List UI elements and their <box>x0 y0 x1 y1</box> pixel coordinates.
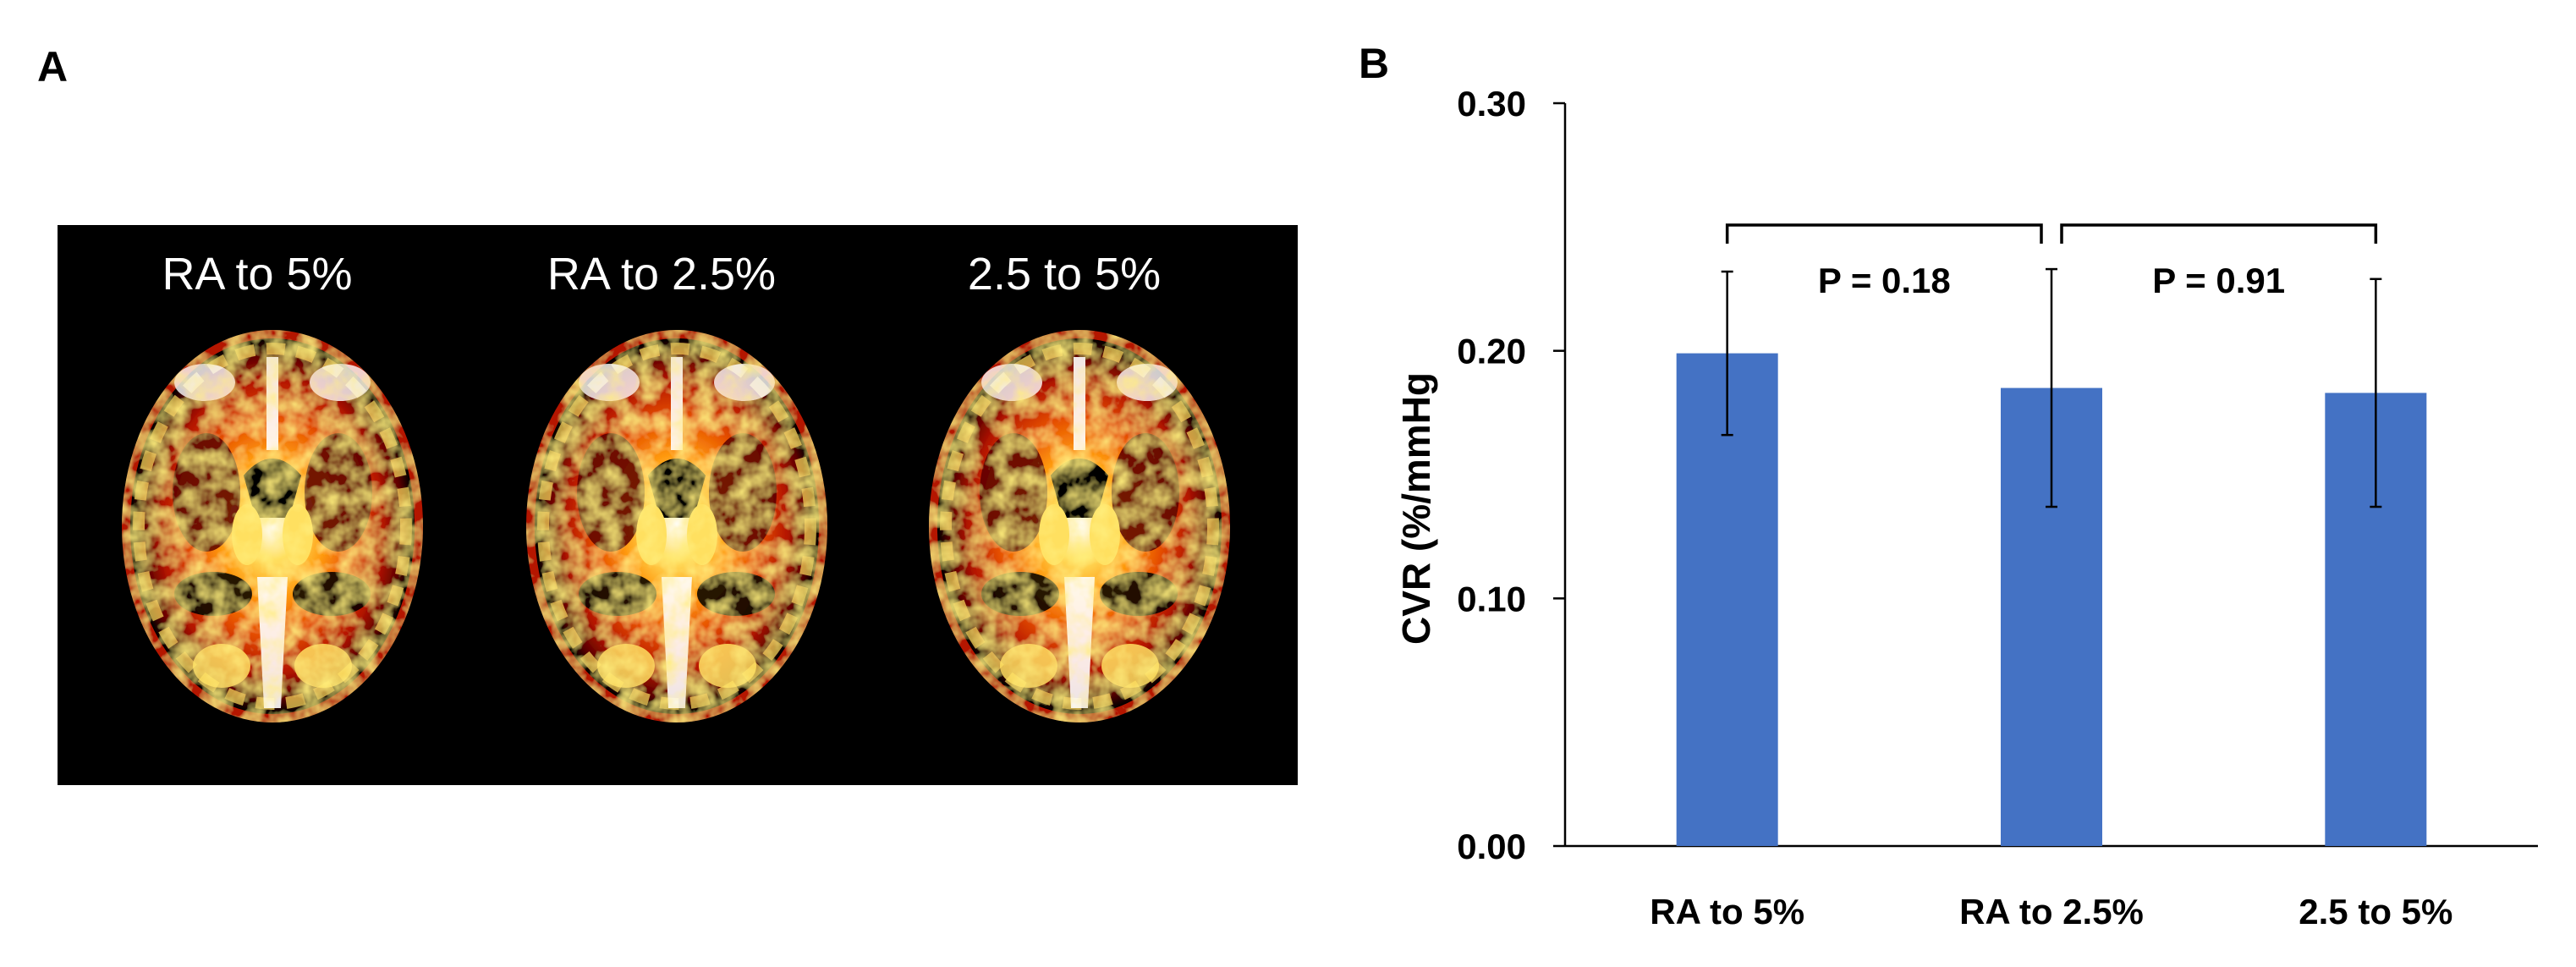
white-matter <box>981 572 1059 616</box>
cvr-map-3: 2.5 to 5% <box>929 249 1230 723</box>
occipital-region <box>597 644 655 688</box>
occipital-region <box>699 644 756 688</box>
map-title: RA to 5% <box>162 249 352 299</box>
occipital-region <box>193 644 250 688</box>
white-matter <box>709 433 777 552</box>
brain-tissue <box>130 338 415 714</box>
category-label: 2.5 to 5% <box>2299 892 2452 931</box>
deep-grey-matter <box>1039 504 1069 565</box>
white-matter <box>980 433 1047 552</box>
map-title: 2.5 to 5% <box>968 249 1161 299</box>
map-title: RA to 2.5% <box>547 249 776 299</box>
midline-posterior <box>1064 577 1095 708</box>
brain-tissue <box>937 338 1222 714</box>
y-tick-label: 0.10 <box>1457 579 1526 618</box>
white-matter <box>579 572 656 616</box>
deep-grey-matter <box>283 504 313 565</box>
y-axis-title: CVR (%/mmHg <box>1394 372 1438 645</box>
white-matter <box>174 572 252 616</box>
panel-a-label: A <box>37 43 68 91</box>
ventricle <box>244 459 301 518</box>
white-matter <box>577 433 645 552</box>
bar-chart: 0.00 0.10 0.20 0.30 CVR (%/mmHg RA to 5% RA to… <box>1394 84 2538 931</box>
white-matter <box>293 572 371 616</box>
deep-grey-matter <box>687 504 717 565</box>
occipital-region <box>294 644 352 688</box>
occipital-region <box>1000 644 1057 688</box>
ventricle <box>648 459 706 518</box>
brain-slice <box>122 330 423 723</box>
p-value-label: P = 0.91 <box>2152 261 2285 300</box>
midline-anterior <box>671 357 683 450</box>
cvr-map-1: RA to 5% <box>122 249 423 723</box>
y-tick-label: 0.20 <box>1457 332 1526 371</box>
frontal-region <box>981 364 1042 401</box>
brain-slice <box>929 330 1230 723</box>
frontal-region <box>1117 364 1178 401</box>
white-matter <box>1100 572 1178 616</box>
significance-bracket <box>1725 223 2043 244</box>
y-tick-label: 0.00 <box>1457 827 1526 866</box>
frontal-region <box>310 364 371 401</box>
deep-grey-matter <box>1090 504 1120 565</box>
white-matter <box>305 433 372 552</box>
brain-slice <box>526 330 827 723</box>
panel-b-label: B <box>1359 40 1389 87</box>
significance-bracket <box>2060 223 2378 244</box>
frontal-region <box>579 364 640 401</box>
white-matter <box>1112 433 1179 552</box>
deep-grey-matter <box>232 504 262 565</box>
p-value-label: P = 0.18 <box>1818 261 1951 300</box>
white-matter <box>173 433 240 552</box>
midline-anterior <box>266 357 278 450</box>
white-matter <box>697 572 775 616</box>
cvr-map-2: RA to 2.5% <box>526 249 827 723</box>
category-label: RA to 5% <box>1650 892 1804 931</box>
midline-posterior <box>662 577 692 708</box>
y-tick-label: 0.30 <box>1457 84 1526 124</box>
category-label: RA to 2.5% <box>1959 892 2144 931</box>
cvr-maps: RA to 5% RA to 2.5% 2.5 to 5% <box>122 249 1230 723</box>
brain-tissue <box>535 338 819 714</box>
midline-posterior <box>257 577 288 708</box>
ventricle <box>1051 459 1108 518</box>
occipital-region <box>1101 644 1159 688</box>
frontal-region <box>714 364 775 401</box>
midline-anterior <box>1074 357 1085 450</box>
frontal-region <box>174 364 235 401</box>
deep-grey-matter <box>636 504 667 565</box>
